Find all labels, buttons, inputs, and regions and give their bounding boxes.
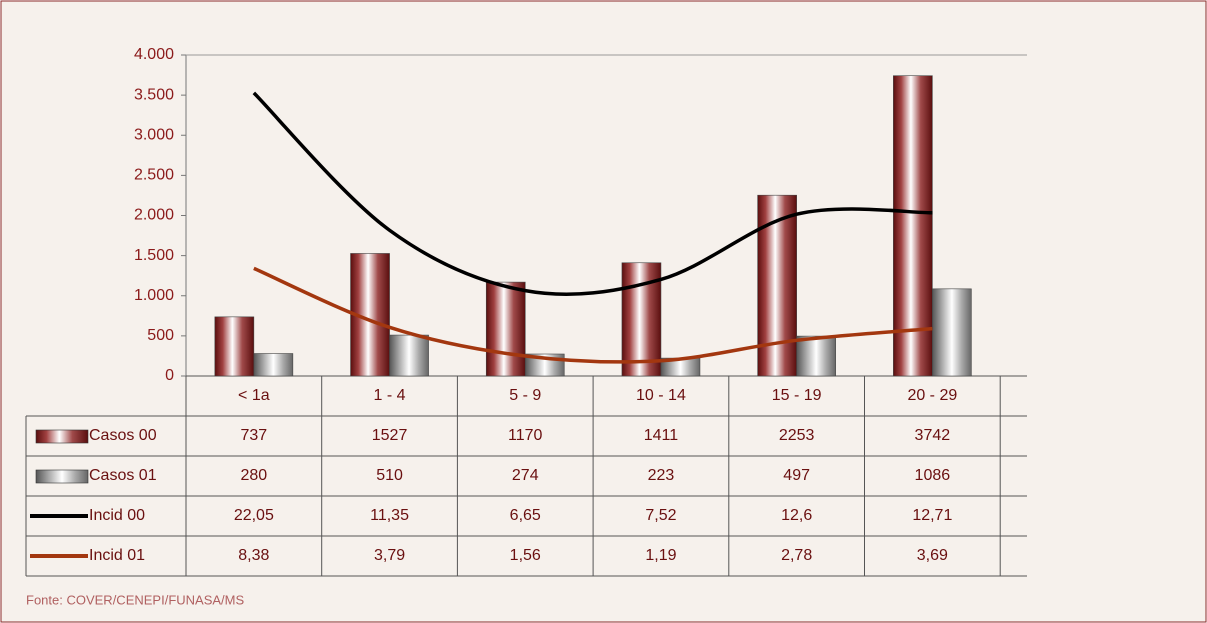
y-tick-label: 2.000 xyxy=(134,207,174,224)
bar xyxy=(389,334,429,377)
table-value: 1411 xyxy=(644,427,679,444)
table-value: 1527 xyxy=(372,427,408,444)
y-tick-label: 2.500 xyxy=(134,167,174,184)
table-value: 12,6 xyxy=(781,507,812,524)
legend-label: Casos 01 xyxy=(89,467,157,484)
bar xyxy=(485,281,526,377)
table-value: 1,19 xyxy=(645,547,676,564)
x-tick-label: 20 - 29 xyxy=(907,387,957,404)
table-value: 737 xyxy=(240,427,267,444)
table-value: 3,79 xyxy=(374,547,405,564)
table-value: 3,69 xyxy=(917,547,948,564)
y-tick-label: 1.000 xyxy=(134,287,174,304)
table-value: 1170 xyxy=(508,427,543,444)
y-tick-label: 4.000 xyxy=(134,46,174,63)
table-value: 2,78 xyxy=(781,547,812,564)
bar xyxy=(796,335,836,377)
table-value: 3742 xyxy=(915,427,951,444)
legend-label: Incid 01 xyxy=(89,547,145,564)
table-value: 274 xyxy=(512,467,539,484)
table-value: 2253 xyxy=(779,427,815,444)
bar xyxy=(893,75,933,377)
table-value: 1,56 xyxy=(510,547,541,564)
table-value: 6,65 xyxy=(510,507,541,524)
table-value: 7,52 xyxy=(645,507,676,524)
legend-label: Casos 00 xyxy=(89,427,157,444)
table-value: 11,35 xyxy=(370,507,409,524)
table-value: 1086 xyxy=(915,467,951,484)
x-tick-label: < 1a xyxy=(238,387,270,404)
table-value: 223 xyxy=(648,467,675,484)
legend-key xyxy=(35,429,89,444)
y-tick-label: 0 xyxy=(165,367,174,384)
table-value: 12,71 xyxy=(912,507,952,524)
legend-key xyxy=(35,469,89,484)
x-tick-label: 15 - 19 xyxy=(772,387,822,404)
source: Fonte: COVER/CENEPI/FUNASA/MS xyxy=(26,592,244,607)
x-tick-label: 5 - 9 xyxy=(509,387,541,404)
table-value: 510 xyxy=(376,467,403,484)
table-value: 8,38 xyxy=(238,547,269,564)
y-tick-label: 1.500 xyxy=(134,247,174,264)
lines xyxy=(252,91,933,364)
table-value: 22,05 xyxy=(234,507,274,524)
x-tick-label: 10 - 14 xyxy=(636,387,686,404)
line xyxy=(253,266,933,364)
table-value: 497 xyxy=(783,467,810,484)
table-value: 280 xyxy=(240,467,267,484)
bar xyxy=(214,316,255,377)
y-tick-label: 3.000 xyxy=(134,126,174,143)
bar xyxy=(253,353,294,377)
legend-label: Incid 00 xyxy=(89,507,145,524)
line xyxy=(252,91,933,296)
y-tick-label: 500 xyxy=(147,327,174,344)
y-tick-label: 3.500 xyxy=(134,86,174,103)
bar xyxy=(932,288,972,377)
x-tick-label: 1 - 4 xyxy=(374,387,406,404)
